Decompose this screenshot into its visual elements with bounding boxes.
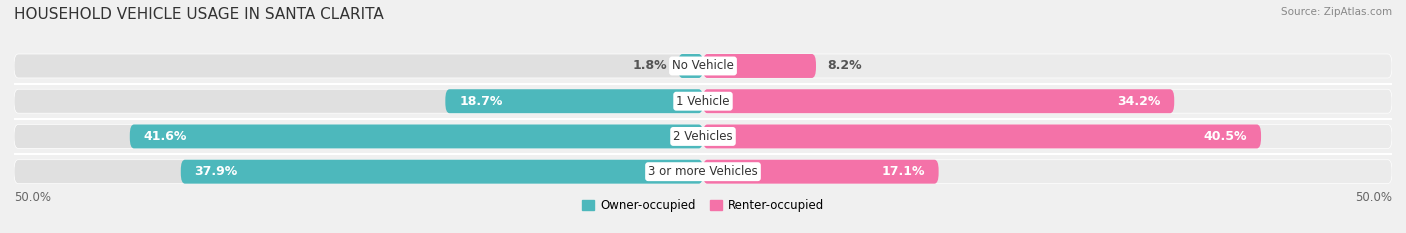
Text: 37.9%: 37.9% (194, 165, 238, 178)
Text: 40.5%: 40.5% (1204, 130, 1247, 143)
FancyBboxPatch shape (446, 89, 703, 113)
FancyBboxPatch shape (703, 124, 1261, 148)
FancyBboxPatch shape (181, 160, 703, 184)
FancyBboxPatch shape (14, 89, 703, 113)
FancyBboxPatch shape (678, 54, 703, 78)
FancyBboxPatch shape (703, 124, 1392, 148)
Text: 41.6%: 41.6% (143, 130, 187, 143)
FancyBboxPatch shape (703, 160, 1392, 184)
Text: 1 Vehicle: 1 Vehicle (676, 95, 730, 108)
Text: 2 Vehicles: 2 Vehicles (673, 130, 733, 143)
Text: 8.2%: 8.2% (827, 59, 862, 72)
Text: 18.7%: 18.7% (460, 95, 502, 108)
FancyBboxPatch shape (703, 54, 1392, 78)
FancyBboxPatch shape (703, 89, 1174, 113)
FancyBboxPatch shape (703, 160, 939, 184)
FancyBboxPatch shape (703, 89, 1392, 113)
FancyBboxPatch shape (14, 54, 703, 78)
Text: HOUSEHOLD VEHICLE USAGE IN SANTA CLARITA: HOUSEHOLD VEHICLE USAGE IN SANTA CLARITA (14, 7, 384, 22)
FancyBboxPatch shape (703, 54, 815, 78)
Text: 34.2%: 34.2% (1118, 95, 1160, 108)
Text: 50.0%: 50.0% (14, 191, 51, 204)
FancyBboxPatch shape (14, 160, 703, 184)
FancyBboxPatch shape (14, 124, 703, 148)
Text: No Vehicle: No Vehicle (672, 59, 734, 72)
Text: 3 or more Vehicles: 3 or more Vehicles (648, 165, 758, 178)
FancyBboxPatch shape (129, 124, 703, 148)
Text: 1.8%: 1.8% (633, 59, 668, 72)
Text: 17.1%: 17.1% (882, 165, 925, 178)
Text: 50.0%: 50.0% (1355, 191, 1392, 204)
Text: Source: ZipAtlas.com: Source: ZipAtlas.com (1281, 7, 1392, 17)
Legend: Owner-occupied, Renter-occupied: Owner-occupied, Renter-occupied (578, 195, 828, 217)
